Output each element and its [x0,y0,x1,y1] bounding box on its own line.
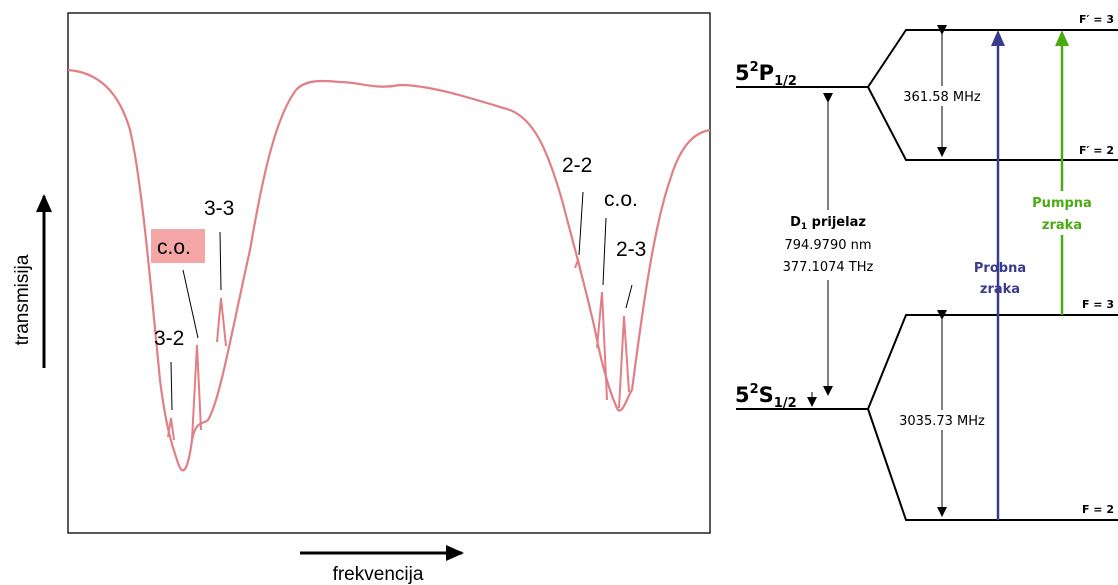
probe-beam-arrowhead [991,30,1005,46]
pump-beam: Pumpna zraka [1028,30,1096,315]
pump-beam-arrowhead [1055,30,1069,46]
x-axis-label: frekvencija [333,564,424,585]
spike-3-2 [167,417,175,441]
s-splitting-label: 3035.73 MHz [899,414,985,429]
d1-frequency: 377.1074 THz [783,260,874,275]
f-2-label: F = 2 [1082,503,1114,516]
co-highlight-box [151,229,205,263]
leader-3-2 [170,361,173,411]
leader-co-1 [182,269,199,339]
spike-3-3 [216,297,227,347]
plot-frame [67,12,711,534]
pump-label-bg [1028,191,1096,235]
label-3-3: 3-3 [204,197,234,220]
leader-2-3 [625,284,633,309]
s-state-lower-branch [867,408,1118,521]
transmission-curve [67,68,711,472]
probe-beam: Probna zraka [974,30,1026,520]
label-co-1: c.o. [157,236,191,259]
spike-co-1 [191,344,202,441]
pump-beam-label-line1: Pumpna [1032,196,1092,211]
p-state-lower-branch [867,86,1118,161]
spike-co-2 [596,291,608,401]
label-co-2: c.o. [604,188,638,211]
leader-co-2 [602,217,607,286]
leader-2-2 [578,191,584,256]
d1-wavelength: 794.9790 nm [784,238,871,253]
leader-3-3 [219,231,222,291]
y-axis-label: transmisija [12,254,33,345]
spectrum-panel: 3-2 c.o. 3-3 2-2 c.o. 2-3 transmisija fr… [12,12,711,585]
f-prime-3-label: F′ = 3 [1079,13,1114,26]
s-state-label: 52S1/2 [735,382,797,411]
pump-beam-label-line2: zraka [1042,218,1082,233]
d1-title: D1 prijelaz [790,215,866,232]
f-prime-2-label: F′ = 2 [1079,144,1114,157]
p-state-label: 52P1/2 [735,60,797,89]
probe-beam-label-line1: Probna [974,261,1026,276]
d1-label-background [772,210,884,280]
leader-lines [170,191,633,411]
probe-beam-label-line2: zraka [980,282,1020,297]
label-3-2: 3-2 [154,327,184,350]
p-state-level [736,29,1118,88]
s-state-level [736,314,1118,410]
label-2-3: 2-3 [616,238,646,261]
spike-2-3 [618,315,630,409]
p-splitting-label: 361.58 MHz [903,90,981,105]
f-3-label: F = 3 [1082,298,1114,311]
label-2-2: 2-2 [562,154,592,177]
s-splitting-bg [890,410,994,430]
level-diagram [736,29,1118,521]
p-splitting-bg [896,86,988,106]
spike-2-2 [574,256,582,273]
